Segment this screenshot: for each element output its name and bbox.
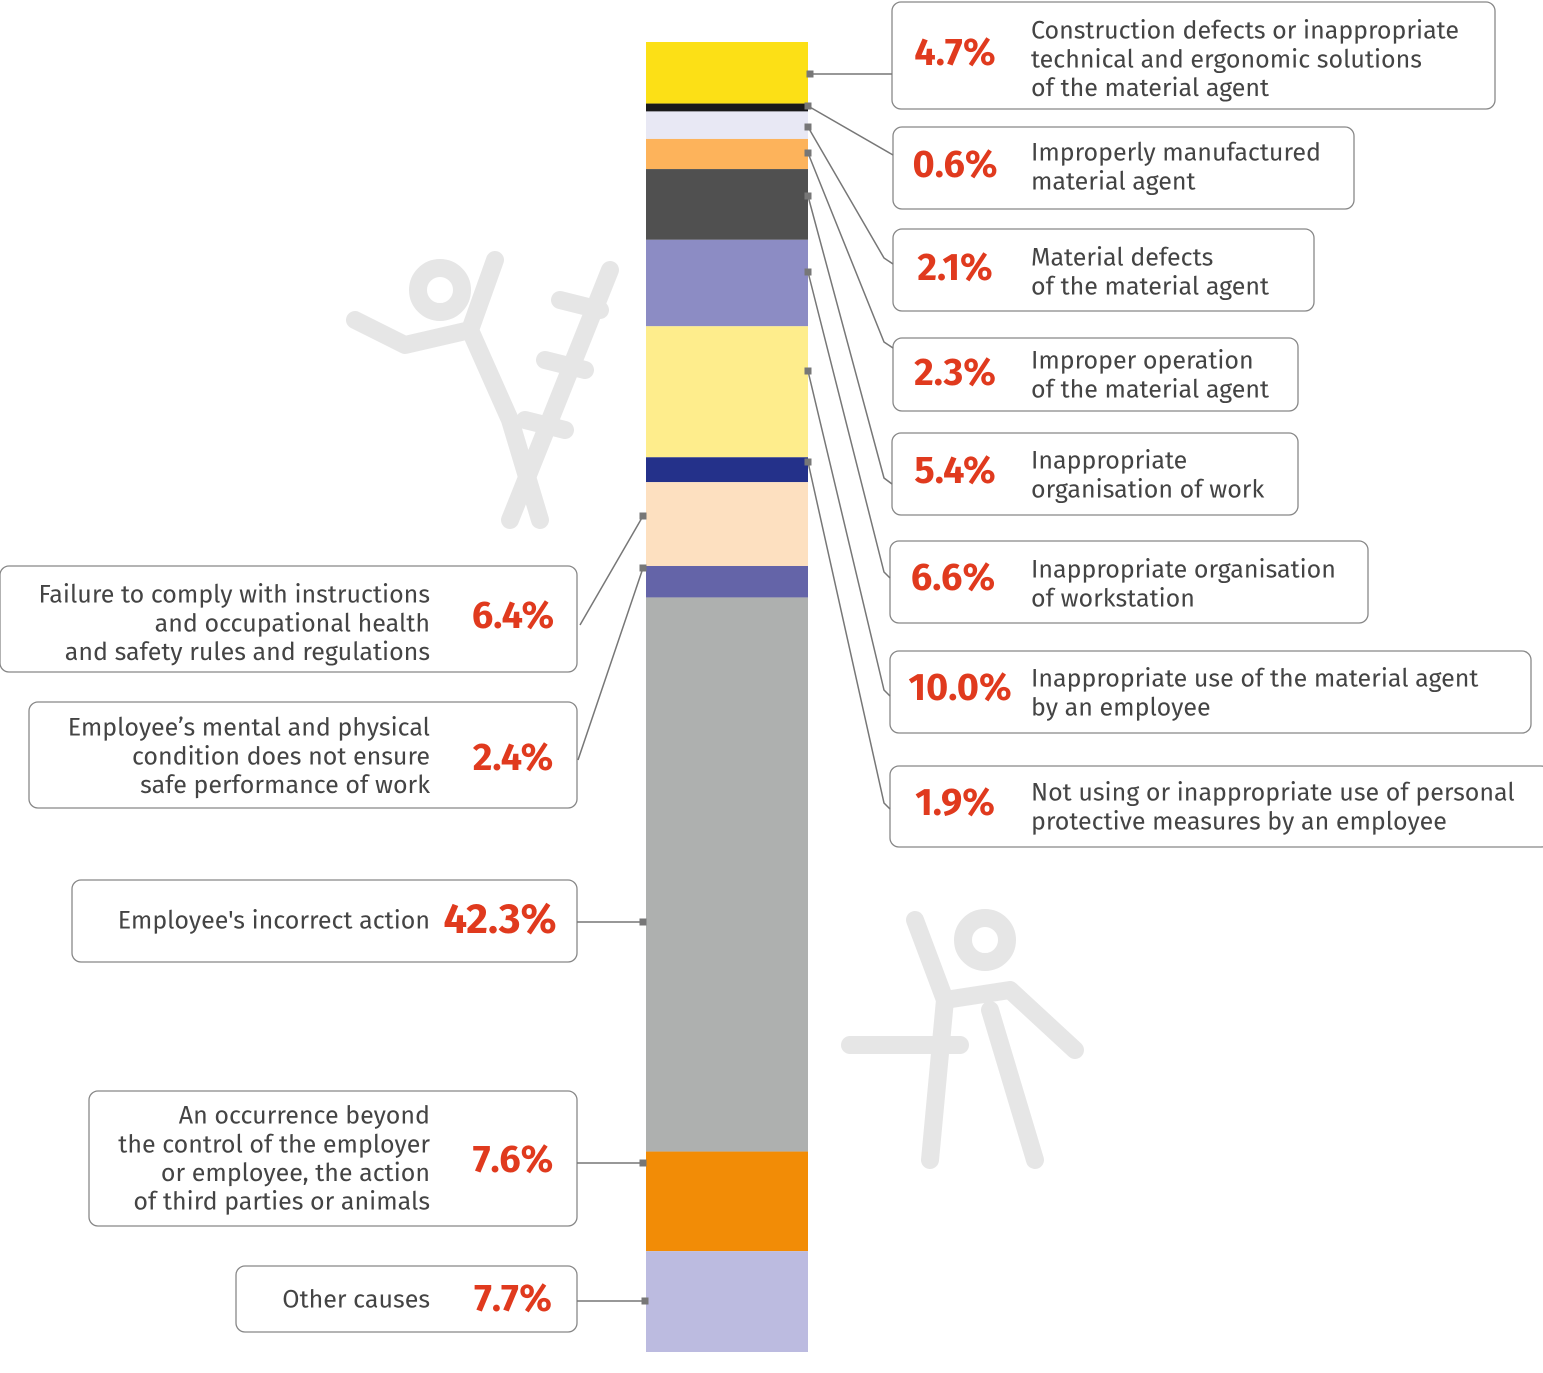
category-label: material agent [1031,166,1197,196]
connector-dot [804,102,812,110]
category-label: protective measures by an employee [1031,806,1447,836]
value-label: 7.6% [473,1137,554,1183]
bar-segment [646,482,808,566]
bar-segment [646,111,808,139]
connector-dot [639,918,647,926]
connector-dot [804,192,812,200]
bar-segment [646,42,808,104]
callout-box [891,1,1496,110]
connector [577,567,644,761]
category-label: and safety rules and regulations [65,637,430,667]
category-label: organisation of work [1031,474,1264,504]
callout-box [235,1265,578,1333]
category-label: Inappropriate organisation [1031,555,1336,585]
value-label: 4.7% [914,30,995,76]
category-label: Material defects [1031,243,1213,273]
connector-dot [804,149,812,157]
category-label: Failure to comply with instructions [39,580,430,610]
callout-box [88,1090,578,1227]
connector-dot [804,123,812,131]
category-label: Employee's incorrect action [118,906,430,936]
category-label: or employee, the action [161,1158,430,1188]
bar-segment [646,566,808,598]
callout-box [892,126,1355,210]
callout-box [889,765,1543,848]
bar-segment [646,1251,808,1352]
category-label: Inappropriate [1031,446,1187,476]
connector [807,195,893,485]
category-label: Improper operation [1031,346,1254,376]
category-label: Not using or inappropriate use of person… [1031,778,1515,808]
bar-segment [646,103,808,112]
connector-dot [806,70,814,78]
bar-segment [646,1151,808,1252]
category-label: condition does not ensure [132,741,430,771]
value-label: 2.4% [473,735,554,781]
value-label: 0.6% [912,142,997,188]
bar-segment [646,138,808,170]
connector [807,271,891,579]
bar-segment [646,239,808,327]
callout-box [28,701,578,809]
connector-dot [639,512,647,520]
category-label: Construction defects or inappropriate [1031,16,1459,46]
connector [807,152,894,349]
category-label: An occurrence beyond [179,1101,430,1131]
value-label: 2.3% [914,350,996,396]
connector [807,126,894,265]
connector-dot [804,268,812,276]
callout-box [889,540,1369,624]
value-label: 6.4% [472,593,554,639]
bar-segment [646,457,808,483]
connector [807,370,891,697]
value-label: 1.9% [915,780,995,826]
connector-dot [639,1159,647,1167]
category-label: of the material agent [1031,374,1270,404]
decor-icons [346,251,1084,1169]
value-label: 10.0% [908,665,1011,711]
category-label: Improperly manufactured [1031,138,1321,168]
connector-dot [639,564,647,572]
value-label: 7.7% [474,1276,552,1322]
bar-segment [646,597,808,1152]
bar-segment [646,169,808,240]
category-label: safe performance of work [140,770,430,800]
connector [579,515,644,626]
category-label: of third parties or animals [133,1187,430,1217]
callout-box [892,337,1299,412]
category-label: the control of the employer [118,1129,430,1159]
category-label: Employee’s mental and physical [68,713,430,743]
category-label: of workstation [1031,583,1195,613]
connector-dot [804,458,812,466]
bar-segment [646,326,808,458]
connector-dot [804,367,812,375]
value-label: 6.6% [911,555,995,601]
category-label: of the material agent [1031,271,1270,301]
connector [807,461,891,810]
category-label: Other causes [282,1285,430,1315]
value-label: 2.1% [917,245,992,291]
value-label: 42.3% [443,895,556,945]
callout-box [71,879,578,963]
callout-box [0,565,578,673]
category-label: Inappropriate use of the material agent [1031,664,1479,694]
category-label: and occupational health [155,608,430,638]
category-label: by an employee [1031,692,1211,722]
value-label: 5.4% [914,448,995,494]
callout-box [891,432,1299,516]
callout-box [889,650,1532,734]
connector [807,105,894,156]
category-label: technical and ergonomic solutions [1031,44,1422,74]
connector-dot [641,1297,649,1305]
category-label: of the material agent [1031,73,1270,103]
callout-box [892,228,1315,312]
